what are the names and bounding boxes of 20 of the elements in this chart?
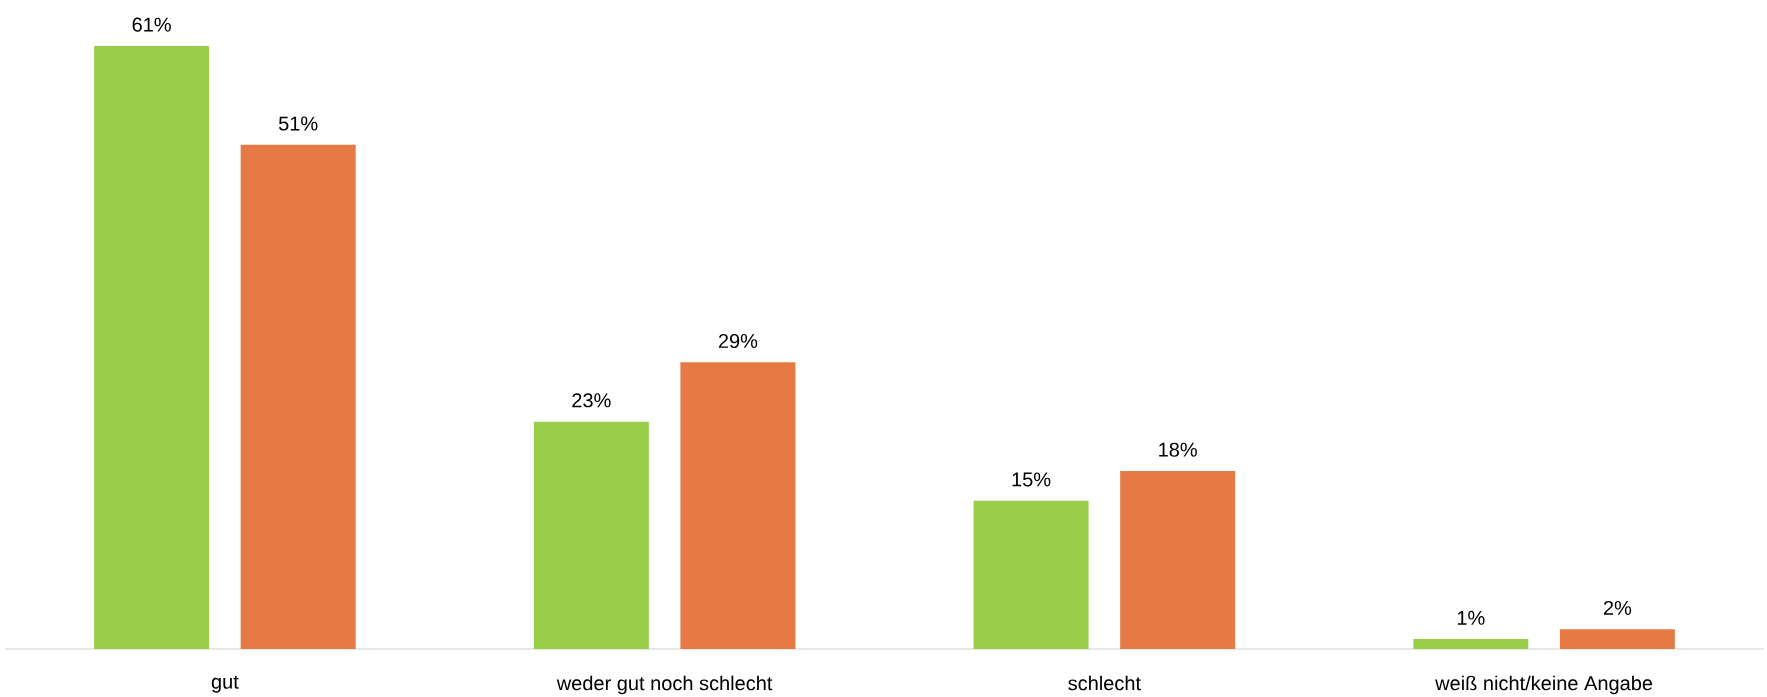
bar [240, 144, 356, 649]
x-tick-label: gut [211, 675, 239, 693]
bar [1120, 471, 1236, 649]
bar [1559, 629, 1675, 649]
data-label: 29% [718, 333, 758, 349]
x-tick-label: weder gut noch schlecht [556, 675, 773, 695]
bar [680, 362, 796, 649]
data-label: 18% [1159, 442, 1197, 457]
bar [533, 421, 649, 649]
data-label: 51% [278, 116, 318, 131]
data-label: 1% [1457, 610, 1485, 625]
data-label: 15% [1012, 472, 1051, 487]
data-label: 2% [1603, 600, 1632, 615]
bar [973, 500, 1089, 649]
bar [94, 46, 210, 649]
x-tick-label: weiß nicht/keine Angabe [1435, 675, 1653, 695]
data-label: 61% [132, 17, 171, 32]
x-tick-label: schlecht [1068, 675, 1141, 691]
bar [1413, 639, 1529, 649]
data-label: 23% [572, 393, 611, 408]
